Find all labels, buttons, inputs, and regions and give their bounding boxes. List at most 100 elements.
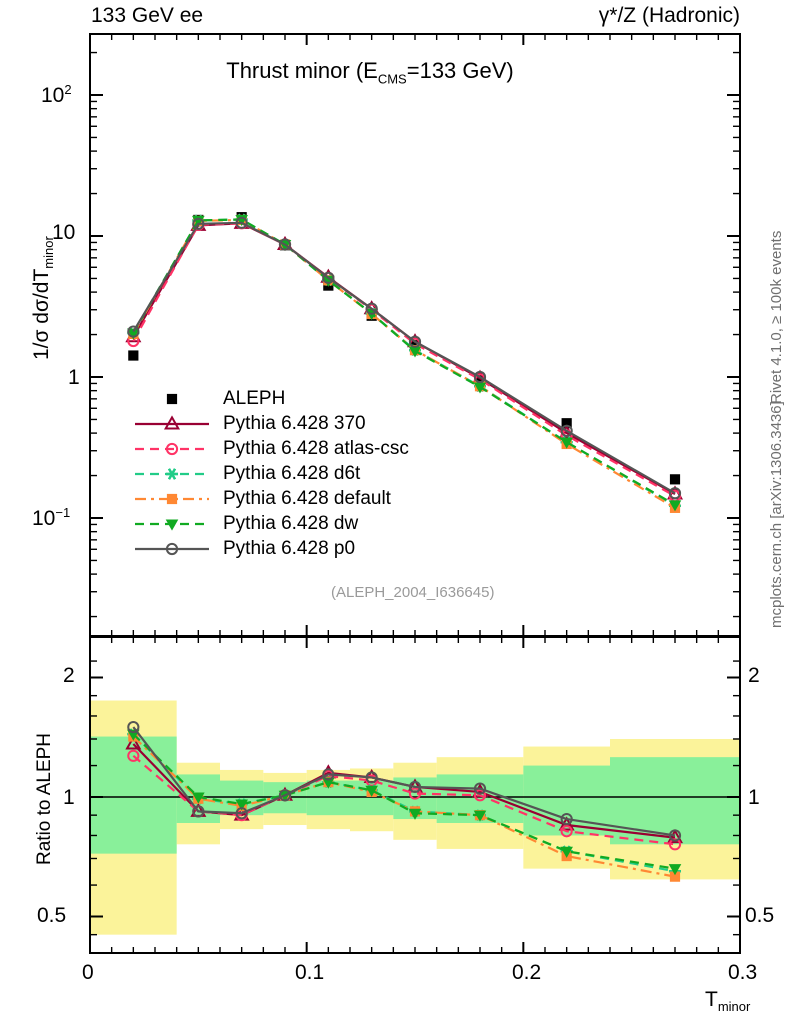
legend-item-label: Pythia 6.428 p0 — [223, 537, 356, 559]
marker-circle[interactable] — [278, 789, 292, 802]
xaxis-label-pre: T — [705, 988, 718, 1011]
ratio-series-pythia-6-428-p0[interactable] — [127, 720, 682, 842]
marker-circle[interactable] — [473, 789, 487, 802]
legend-item: Pythia 6.428 dw — [133, 511, 409, 536]
marker-triangle-down[interactable] — [473, 382, 487, 394]
plot-title: Thrust minor (ECMS=133 GeV) — [0, 58, 740, 86]
marker-circle[interactable] — [668, 838, 682, 851]
marker-square[interactable] — [561, 418, 572, 429]
legend-item: ALEPH — [133, 386, 409, 411]
plot-title-post: =133 GeV) — [406, 58, 514, 83]
marker-circle[interactable] — [127, 749, 140, 762]
marker-circle[interactable] — [408, 335, 422, 348]
marker-circle[interactable] — [408, 787, 422, 800]
legend-swatch-triangle-down-filled — [135, 519, 209, 531]
marker-circle[interactable] — [127, 720, 140, 734]
marker-triangle-down[interactable] — [165, 519, 179, 531]
legend-item-label: Pythia 6.428 default — [223, 487, 391, 509]
plot-title-sub: CMS — [377, 71, 407, 87]
legend-item: Pythia 6.428 atlas-csc — [133, 436, 409, 461]
marker-circle[interactable] — [365, 771, 378, 784]
marker-circle[interactable] — [278, 238, 292, 251]
marker-square[interactable] — [669, 474, 681, 485]
ratio-line[interactable] — [132, 733, 676, 870]
legend-item-label: Pythia 6.428 d6t — [223, 462, 361, 484]
marker-circle[interactable] — [192, 217, 205, 230]
series-line[interactable] — [132, 221, 676, 495]
series-pythia-6-428-p0[interactable] — [127, 216, 682, 500]
main-ylabel: 1/σ dσ/dTminor — [30, 236, 56, 360]
ratio-band-inner-bin[interactable] — [90, 736, 177, 854]
marker-circle[interactable] — [127, 325, 140, 338]
marker-square[interactable] — [474, 375, 486, 386]
marker-circle[interactable] — [322, 271, 335, 284]
legend-item: Pythia 6.428 p0 — [133, 536, 409, 561]
marker-triangle-down[interactable] — [192, 792, 205, 804]
marker-circle[interactable] — [473, 782, 487, 795]
legend-item-label: Pythia 6.428 370 — [223, 412, 366, 434]
marker-triangle-down[interactable] — [365, 785, 378, 797]
marker-square[interactable] — [166, 493, 178, 504]
marker-circle[interactable] — [165, 442, 179, 455]
main-xticks[interactable] — [89, 34, 741, 636]
main-ytick-1: 1 — [68, 366, 80, 389]
main-ytick-10: 10 — [52, 221, 76, 244]
marker-circle[interactable] — [560, 424, 573, 437]
header-right: γ*/Z (Hadronic) — [599, 4, 740, 28]
ratio-ytick-1-right: 1 — [748, 786, 760, 809]
marker-triangle-down[interactable] — [560, 846, 573, 858]
main-ytick-0.1: 10−1 — [32, 505, 71, 530]
marker-circle[interactable] — [560, 812, 573, 826]
marker-circle[interactable] — [473, 370, 487, 384]
marker-triangle-up[interactable] — [163, 414, 181, 429]
marker-circle[interactable] — [165, 542, 179, 555]
marker-triangle-up[interactable] — [666, 829, 684, 844]
marker-circle[interactable] — [668, 829, 682, 842]
marker-triangle-down[interactable] — [473, 810, 487, 822]
marker-square[interactable] — [128, 350, 139, 361]
legend-swatch-asterisk — [135, 467, 209, 480]
marker-triangle-up[interactable] — [125, 735, 142, 750]
marker-circle[interactable] — [408, 780, 422, 794]
ratio-ytick-05-left: 0.5 — [37, 904, 67, 927]
ratio-series-group[interactable] — [125, 720, 684, 882]
marker-triangle-down[interactable] — [322, 777, 335, 789]
marker-circle[interactable] — [560, 825, 573, 838]
header-left: 133 GeV ee — [91, 4, 204, 27]
marker-circle[interactable] — [365, 302, 378, 315]
marker-circle[interactable] — [235, 807, 248, 820]
main-yticks[interactable] — [90, 51, 740, 618]
mcplots-reference-text: mcplots.cern.ch [arXiv:1306.3436] — [768, 401, 785, 628]
xaxis-label: Tminor — [705, 988, 750, 1014]
xaxis-label-sub: minor — [717, 999, 751, 1015]
marker-circle[interactable] — [668, 487, 682, 500]
marker-triangle-down[interactable] — [235, 799, 248, 811]
marker-square[interactable] — [166, 393, 178, 404]
marker-triangle-down[interactable] — [322, 275, 335, 287]
series-line[interactable] — [132, 218, 676, 506]
marker-triangle-down[interactable] — [560, 437, 573, 449]
marker-triangle-down[interactable] — [668, 864, 682, 876]
ratio-ytick-05-right: 0.5 — [745, 904, 775, 927]
ratio-line[interactable] — [132, 726, 676, 837]
marker-triangle-down[interactable] — [668, 500, 682, 512]
marker-circle[interactable] — [235, 216, 248, 229]
marker-triangle-down[interactable] — [127, 328, 140, 340]
legend-item-label: Pythia 6.428 dw — [223, 512, 359, 534]
marker-triangle-down[interactable] — [408, 808, 422, 820]
marker-circle[interactable] — [192, 805, 205, 818]
ratio-ytick-1-left: 1 — [63, 786, 75, 809]
marker-circle[interactable] — [322, 768, 335, 781]
header-right-text: γ*/Z (Hadronic) — [598, 4, 740, 27]
xtick-0.3: 0.3 — [728, 961, 758, 984]
ratio-yticks[interactable] — [90, 660, 740, 936]
marker-triangle-down[interactable] — [408, 346, 422, 358]
plot-title-pre: Thrust minor (E — [226, 58, 378, 83]
ratio-ylabel: Ratio to ALEPH — [34, 732, 55, 865]
marker-asterisk[interactable] — [166, 467, 178, 480]
ratio-xticks[interactable] — [89, 637, 741, 953]
marker-square[interactable] — [669, 871, 681, 882]
main-series-group[interactable] — [125, 212, 684, 513]
ratio-ytick-2-left: 2 — [63, 664, 75, 687]
